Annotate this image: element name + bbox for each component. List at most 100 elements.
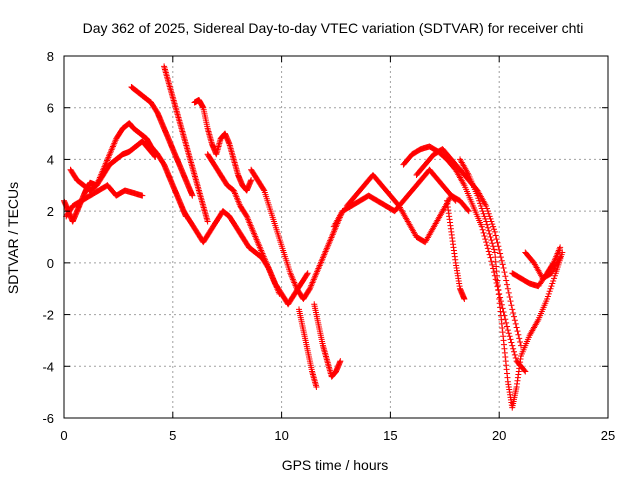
data-point (498, 257, 505, 264)
data-point (483, 218, 490, 225)
data-point (497, 250, 504, 257)
data-point (484, 224, 491, 231)
data-point (152, 153, 159, 160)
grid-lines (64, 56, 608, 418)
data-point (489, 261, 496, 268)
data-point (488, 258, 495, 265)
y-tick-label: 0 (47, 256, 54, 271)
data-point (485, 248, 492, 255)
data-point (516, 335, 523, 342)
data-point (260, 186, 267, 193)
data-point (502, 273, 509, 280)
data-point (276, 290, 283, 297)
data-track (248, 166, 346, 303)
data-point (490, 265, 497, 272)
data-point (491, 228, 498, 235)
data-point (515, 331, 522, 338)
data-point (505, 330, 512, 337)
data-track (457, 156, 566, 411)
data-point (551, 272, 558, 279)
data-point (313, 383, 320, 390)
data-track (413, 146, 524, 349)
data-track (128, 84, 196, 199)
data-point (511, 317, 518, 324)
data-point (513, 324, 520, 331)
data-point (499, 305, 506, 312)
data-point (484, 221, 491, 228)
chart-title: Day 362 of 2025, Sidereal Day-to-day VTE… (83, 20, 584, 36)
data-point (503, 319, 510, 326)
data-track (67, 138, 159, 194)
data-point (506, 293, 513, 300)
data-point (510, 348, 517, 355)
y-tick-label: 4 (47, 152, 54, 167)
data-point (493, 236, 500, 243)
data-point (476, 197, 483, 204)
data-point (490, 269, 497, 276)
data-point (485, 227, 492, 234)
data-point (499, 261, 506, 268)
data-point (559, 249, 566, 256)
data-point (504, 327, 511, 334)
data-point (517, 338, 524, 345)
data-point (479, 226, 486, 233)
data-track (443, 197, 468, 303)
data-point (497, 294, 504, 301)
data-point (504, 323, 511, 330)
data-point (503, 277, 510, 284)
data-point (474, 192, 481, 199)
x-tick-label: 20 (492, 428, 506, 443)
data-point (481, 232, 488, 239)
data-point (549, 280, 556, 287)
data-point (478, 223, 485, 230)
y-tick-label: 8 (47, 49, 54, 64)
data-point (465, 208, 472, 215)
data-point (486, 230, 493, 237)
data-point (550, 277, 557, 284)
data-point (304, 271, 311, 278)
data-track (191, 96, 255, 194)
data-point (511, 351, 518, 358)
x-tick-label: 15 (383, 428, 397, 443)
data-point (487, 254, 494, 261)
data-point (505, 289, 512, 296)
data-point (495, 243, 502, 250)
data-point (480, 210, 487, 217)
data-point (139, 192, 146, 199)
data-point (484, 245, 491, 252)
data-point (490, 223, 497, 230)
data-point (490, 246, 497, 253)
data-point (507, 298, 514, 305)
data-track (63, 182, 146, 220)
data-point (514, 328, 521, 335)
data-point (509, 342, 516, 349)
data-point (510, 345, 517, 352)
data-point (508, 339, 515, 346)
data-point (490, 243, 497, 250)
x-tick-label: 25 (601, 428, 615, 443)
data-point (464, 207, 471, 214)
data-point (483, 239, 490, 246)
axis-ticks: 0 5 10 15 20 25 -6 -4 -2 0 2 4 6 8 (42, 49, 615, 443)
data-point (496, 246, 503, 253)
data-point (477, 200, 484, 207)
data-point (508, 302, 515, 309)
data-point (487, 234, 494, 240)
y-tick-label: -2 (42, 308, 54, 323)
data-point (489, 221, 496, 228)
data-point (204, 218, 211, 225)
y-tick-label: -4 (42, 359, 54, 374)
data-track (204, 151, 283, 297)
data-point (484, 208, 491, 215)
x-tick-label: 0 (60, 428, 67, 443)
data-point (337, 358, 344, 365)
plot-frame (63, 55, 609, 419)
data-point (487, 215, 494, 222)
data-point (485, 210, 492, 217)
data-point (488, 218, 495, 225)
data-point (510, 310, 517, 317)
data-point (551, 275, 558, 282)
data-point (522, 368, 529, 375)
x-tick-label: 10 (274, 428, 288, 443)
